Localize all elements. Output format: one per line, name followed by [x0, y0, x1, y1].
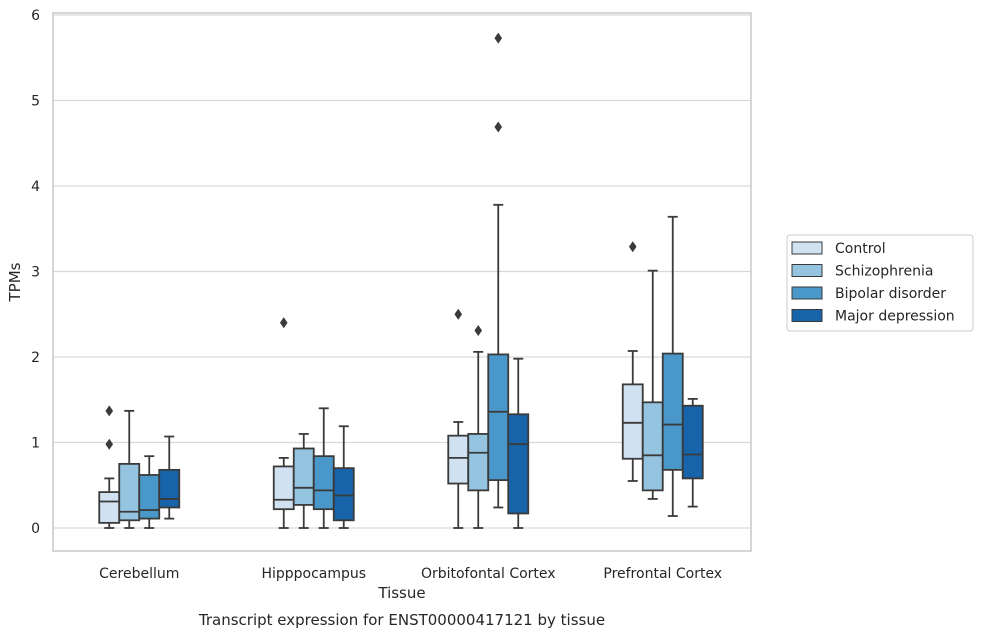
y-tick-label: 0	[31, 521, 40, 537]
y-tick-label: 1	[31, 436, 40, 452]
series-schizophrenia	[118, 269, 664, 529]
box-iqr	[621, 383, 644, 460]
box-iqr	[138, 474, 161, 520]
series-control	[98, 241, 644, 529]
box-plot	[98, 405, 121, 529]
outlier-point	[628, 241, 637, 253]
box-plot	[661, 215, 684, 517]
y-tick-label: 5	[31, 94, 40, 110]
outlier-point	[454, 308, 463, 320]
box-iqr	[487, 353, 510, 482]
box-plot	[292, 433, 315, 529]
x-axis-label: Tissue	[377, 584, 425, 602]
legend-swatch	[791, 309, 823, 322]
x-tick-label: Prefrontal Cortex	[603, 566, 722, 582]
box-plot	[621, 241, 644, 482]
outlier-point	[494, 121, 503, 133]
legend-frame	[786, 234, 974, 332]
outlier-point	[474, 324, 483, 336]
box-plot	[138, 455, 161, 529]
box-iqr	[447, 434, 470, 485]
box-plot	[467, 324, 490, 529]
box-plot	[487, 32, 510, 509]
y-tick-label: 6	[31, 8, 40, 24]
box-iqr	[467, 433, 490, 492]
box-plot	[272, 317, 295, 529]
box-plot	[641, 269, 664, 500]
box-plot	[158, 435, 181, 520]
outlier-point	[494, 32, 503, 44]
box-iqr	[661, 352, 684, 471]
box-iqr	[641, 401, 664, 492]
legend-label: Control	[835, 241, 886, 257]
box-iqr	[158, 468, 181, 509]
y-tick-label: 3	[31, 265, 40, 281]
figure-caption: Transcript expression for ENST0000041712…	[198, 611, 605, 629]
legend-swatch	[791, 286, 823, 300]
x-axis-ticks: Cerebellum Hipppocampus Orbitofontal Corte…	[99, 566, 722, 582]
y-axis-label: TPMs	[6, 262, 24, 302]
legend: Control Schizophrenia Bipolar disorder Majo…	[786, 234, 974, 332]
series-bipolar-disorder	[138, 32, 684, 529]
y-tick-label: 4	[31, 179, 40, 195]
legend-label: Bipolar disorder	[835, 286, 946, 302]
legend-swatch	[791, 241, 823, 255]
outlier-point	[105, 438, 114, 450]
box-series-layer	[98, 32, 704, 529]
legend-label: Schizophrenia	[835, 264, 933, 280]
y-tick-label: 2	[31, 350, 40, 366]
legend-swatch	[791, 264, 823, 277]
plot-area-frame	[52, 12, 752, 552]
box-iqr	[272, 465, 295, 511]
x-tick-label: Cerebellum	[99, 566, 179, 582]
box-iqr	[98, 491, 121, 524]
box-iqr	[312, 455, 335, 511]
box-iqr	[681, 404, 704, 480]
legend-label: Major depression	[835, 309, 955, 325]
box-iqr	[292, 447, 315, 506]
outlier-point	[279, 317, 288, 329]
box-plot	[312, 407, 335, 529]
box-iqr	[332, 467, 355, 522]
y-axis-ticks: 0 1 2 3 4 5 6	[31, 8, 40, 537]
outlier-point	[105, 405, 114, 417]
series-major-depression	[158, 357, 704, 529]
x-tick-label: Orbitofontal Cortex	[421, 566, 556, 582]
box-plot	[332, 425, 355, 529]
x-tick-label: Hipppocampus	[261, 566, 366, 582]
box-plot	[681, 397, 704, 508]
box-plot	[447, 308, 470, 529]
box-plot	[118, 409, 141, 529]
box-iqr	[507, 413, 530, 515]
box-plot	[507, 357, 530, 529]
